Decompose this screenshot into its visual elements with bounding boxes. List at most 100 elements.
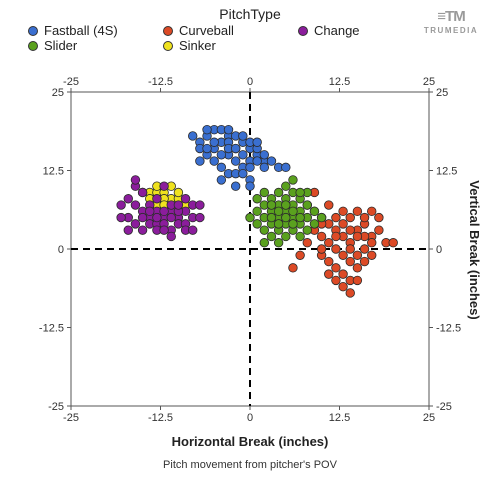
legend-item-slider[interactable]: Slider: [28, 38, 77, 53]
legend-item-sinker[interactable]: Sinker: [163, 38, 216, 53]
point-slider: [302, 225, 312, 235]
point-slider: [309, 219, 320, 229]
point-change: [116, 212, 126, 223]
point-curveball: [352, 206, 363, 217]
legend-item-curveball[interactable]: Curveball: [163, 23, 234, 38]
point-slider: [259, 187, 270, 198]
legend-label-fastball: Fastball (4S): [44, 23, 118, 38]
point-slider: [252, 194, 262, 204]
y-tick-label-left: -25: [48, 401, 64, 413]
trumedia-logo-icon: ≡TM: [437, 8, 465, 25]
point-change: [152, 194, 162, 204]
point-fastball-4s: [230, 156, 241, 166]
point-change: [195, 200, 205, 210]
point-fastball-4s: [252, 156, 262, 166]
point-curveball: [374, 212, 384, 223]
y-tick-label-right: -25: [436, 401, 452, 413]
y-axis-title: Vertical Break (inches): [467, 180, 482, 319]
point-fastball-4s: [216, 162, 227, 173]
y-tick-label-right: -12.5: [436, 323, 461, 335]
point-curveball: [367, 250, 377, 260]
point-slider: [288, 219, 298, 229]
point-change: [159, 225, 169, 235]
legend-label-change: Change: [314, 23, 360, 38]
legend-dot-change-icon: [298, 25, 308, 36]
point-sinker: [173, 187, 184, 198]
point-curveball: [331, 212, 341, 223]
point-change: [166, 212, 176, 223]
point-change: [159, 206, 169, 217]
y-tick-label-right: 0: [436, 244, 442, 256]
point-change: [152, 212, 162, 223]
point-change: [137, 187, 148, 198]
point-slider: [288, 206, 298, 217]
point-curveball: [331, 275, 341, 286]
point-slider: [259, 238, 270, 248]
x-tick-label-bottom: 0: [247, 412, 253, 424]
point-fastball-4s: [209, 137, 219, 147]
x-tick-label-top: -25: [63, 76, 79, 88]
point-change: [195, 212, 205, 223]
point-fastball-4s: [216, 150, 227, 160]
point-change: [137, 225, 148, 235]
point-slider: [295, 231, 305, 242]
point-curveball: [338, 219, 348, 229]
point-slider: [266, 200, 277, 210]
legend-dot-sinker-icon: [163, 40, 173, 51]
point-change: [123, 194, 133, 204]
point-curveball: [345, 288, 355, 298]
legend-dot-fastball-icon: [28, 25, 38, 36]
point-change: [130, 219, 141, 229]
point-slider: [295, 187, 305, 198]
point-curveball: [352, 250, 363, 260]
point-slider: [252, 219, 262, 229]
x-tick-label-bottom: 12.5: [329, 412, 350, 424]
point-change: [145, 206, 155, 217]
point-curveball: [388, 238, 398, 248]
point-slider: [266, 231, 277, 242]
point-curveball: [345, 212, 355, 223]
point-curveball: [316, 231, 327, 242]
point-slider: [273, 187, 284, 198]
point-curveball: [352, 275, 363, 286]
point-curveball: [338, 281, 348, 292]
point-curveball: [338, 250, 348, 260]
point-curveball: [367, 238, 377, 248]
legend-label-curveball: Curveball: [179, 23, 234, 38]
point-slider: [259, 225, 270, 235]
point-slider: [252, 206, 262, 217]
point-fastball-4s: [195, 156, 205, 166]
brand: ≡TM TRUMEDIA: [420, 8, 482, 35]
y-tick-label-right: 25: [436, 87, 448, 99]
point-slider: [245, 212, 255, 223]
x-axis-title: Horizontal Break (inches): [172, 434, 329, 449]
point-slider: [281, 231, 291, 242]
point-slider: [273, 206, 284, 217]
point-fastball-4s: [259, 150, 270, 160]
point-curveball: [324, 238, 334, 248]
point-fastball-4s: [223, 124, 234, 135]
point-change: [123, 225, 133, 235]
point-slider: [302, 200, 312, 210]
point-slider: [273, 219, 284, 229]
point-curveball: [324, 200, 334, 210]
legend-title: PitchType: [219, 6, 281, 22]
point-curveball: [295, 250, 305, 260]
point-curveball: [359, 244, 370, 254]
point-fastball-4s: [202, 124, 212, 135]
point-curveball: [331, 231, 341, 242]
legend-item-fastball[interactable]: Fastball (4S): [28, 23, 118, 38]
point-curveball: [316, 244, 327, 254]
point-fastball-4s: [281, 162, 291, 173]
point-fastball-4s: [238, 168, 248, 179]
point-curveball: [359, 212, 370, 223]
point-fastball-4s: [259, 162, 270, 173]
legend-dot-slider-icon: [28, 40, 38, 51]
point-fastball-4s: [230, 181, 241, 191]
legend-item-change[interactable]: Change: [298, 23, 360, 38]
point-curveball: [324, 269, 334, 279]
point-change: [159, 181, 169, 191]
y-tick-label-left: 0: [58, 244, 64, 256]
